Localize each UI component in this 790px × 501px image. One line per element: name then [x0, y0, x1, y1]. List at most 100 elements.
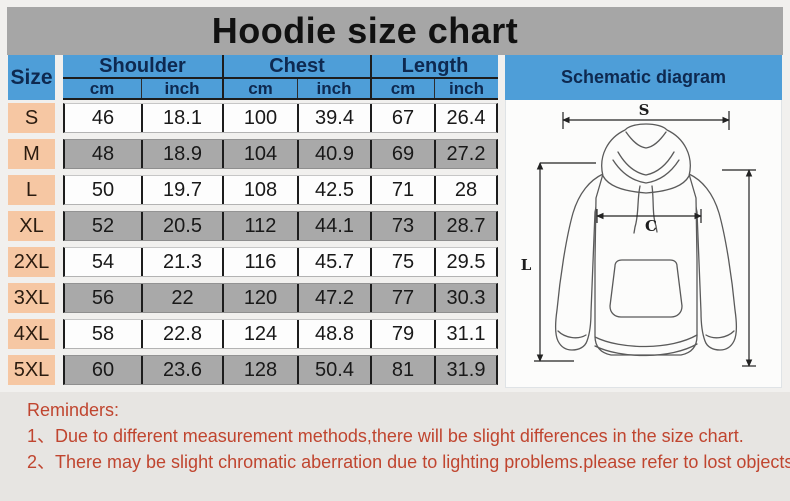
measurement-cell: 47.2 — [297, 284, 370, 312]
measurement-cell: 120 — [222, 284, 297, 312]
measurement-cell: 46 — [91, 107, 115, 129]
row-cells: 60 23.6 128 50.4 81 31.9 — [63, 355, 498, 385]
measurement-cell: 56 — [91, 287, 115, 309]
size-chart-content: Size Shoulder Chest Length cm inch cm in… — [8, 55, 782, 388]
column-gap — [55, 319, 63, 349]
measurement-arrows — [534, 111, 756, 367]
measurement-cell: 23.6 — [141, 356, 222, 384]
column-gap — [55, 103, 63, 133]
table-row: L 50 19.7 108 42.5 71 28 — [8, 175, 498, 205]
measurement-cell: 71 — [370, 176, 434, 204]
measurement-cell: 19.7 — [141, 176, 222, 204]
measurement-cell: 50.4 — [297, 356, 370, 384]
size-column-header: Size — [8, 55, 55, 100]
size-row-label: S — [8, 103, 55, 133]
reminder-item: 1、Due to different measurement methods,t… — [27, 426, 744, 446]
title-band: Hoodie size chart — [7, 7, 783, 55]
table-row: M 48 18.9 104 40.9 69 27.2 — [8, 139, 498, 169]
measurement-headers: Shoulder Chest Length cm inch cm inch cm… — [63, 55, 498, 100]
reminders-heading: Reminders: — [27, 400, 120, 420]
hoodie-schematic-drawing: S C L — [521, 101, 756, 367]
measurement-cell: 104 — [222, 140, 297, 168]
measurement-cell: 31.9 — [434, 356, 496, 384]
unit-shoulder-cm: cm — [63, 79, 141, 98]
measurement-cell: 54 — [91, 251, 115, 273]
measurement-cell: 44.1 — [297, 212, 370, 240]
page-title: Hoodie size chart — [211, 10, 519, 51]
shoulder-arrow-label: S — [639, 101, 650, 119]
measurement-cell: 27.2 — [434, 140, 496, 168]
column-gap — [498, 55, 505, 388]
chest-arrow-label: C — [645, 217, 657, 235]
table-row: 3XL 56 22 120 47.2 77 30.3 — [8, 283, 498, 313]
measurement-cell: 73 — [370, 212, 434, 240]
measurement-cell: 42.5 — [297, 176, 370, 204]
size-row-label: 4XL — [8, 319, 55, 349]
measurement-cell: 21.3 — [141, 248, 222, 276]
measurement-cell: 75 — [370, 248, 434, 276]
table-row: 2XL 54 21.3 116 45.7 75 29.5 — [8, 247, 498, 277]
measurement-cell: 22 — [141, 284, 222, 312]
schematic-body: S C L — [505, 100, 782, 388]
table-row: 5XL 60 23.6 128 50.4 81 31.9 — [8, 355, 498, 385]
measurement-cell: 22.8 — [141, 320, 222, 348]
row-cells: 52 20.5 112 44.1 73 28.7 — [63, 211, 498, 241]
size-table: Size Shoulder Chest Length cm inch cm in… — [8, 55, 498, 388]
size-row-label: 2XL — [8, 247, 55, 277]
measurement-cell: 52 — [91, 215, 115, 237]
header-length: Length — [370, 55, 498, 77]
unit-length-cm: cm — [370, 79, 434, 98]
column-gap — [55, 175, 63, 205]
measurement-cell: 29.5 — [434, 248, 496, 276]
column-gap — [55, 139, 63, 169]
column-gap — [55, 55, 63, 100]
header-chest: Chest — [222, 55, 370, 77]
table-row: S 46 18.1 100 39.4 67 26.4 — [8, 103, 498, 133]
measurement-cell: 31.1 — [434, 320, 496, 348]
measurement-cell: 79 — [370, 320, 434, 348]
row-cells: 58 22.8 124 48.8 79 31.1 — [63, 319, 498, 349]
column-gap — [55, 283, 63, 313]
group-header-row: Shoulder Chest Length — [63, 55, 498, 79]
column-gap — [55, 211, 63, 241]
measurement-cell: 81 — [370, 356, 434, 384]
table-header: Size Shoulder Chest Length cm inch cm in… — [8, 55, 498, 100]
measurement-cell: 58 — [91, 323, 115, 345]
measurement-cell: 18.9 — [141, 140, 222, 168]
measurement-cell: 20.5 — [141, 212, 222, 240]
schematic-header: Schematic diagram — [505, 55, 782, 100]
measurement-cell: 28.7 — [434, 212, 496, 240]
measurement-cell: 67 — [370, 104, 434, 132]
row-cells: 54 21.3 116 45.7 75 29.5 — [63, 247, 498, 277]
measurement-cell: 18.1 — [141, 104, 222, 132]
reminders-block: Reminders: 1、Due to different measuremen… — [27, 397, 790, 475]
measurement-cell: 100 — [222, 104, 297, 132]
measurement-cell: 77 — [370, 284, 434, 312]
unit-header-row: cm inch cm inch cm inch — [63, 79, 498, 98]
measurement-cell: 48 — [91, 143, 115, 165]
row-cells: 48 18.9 104 40.9 69 27.2 — [63, 139, 498, 169]
measurement-cell: 26.4 — [434, 104, 496, 132]
header-shoulder: Shoulder — [63, 55, 222, 77]
size-row-label: 5XL — [8, 355, 55, 385]
measurement-cell: 108 — [222, 176, 297, 204]
unit-chest-inch: inch — [297, 79, 370, 98]
table-row: 4XL 58 22.8 124 48.8 79 31.1 — [8, 319, 498, 349]
row-cells: 50 19.7 108 42.5 71 28 — [63, 175, 498, 205]
size-row-label: 3XL — [8, 283, 55, 313]
measurement-cell: 116 — [222, 248, 297, 276]
reminder-item: 2、There may be slight chromatic aberrati… — [27, 452, 790, 472]
measurement-cell: 112 — [222, 212, 297, 240]
measurement-cell: 69 — [370, 140, 434, 168]
measurement-cell: 48.8 — [297, 320, 370, 348]
size-row-label: XL — [8, 211, 55, 241]
measurement-cell: 40.9 — [297, 140, 370, 168]
row-cells: 46 18.1 100 39.4 67 26.4 — [63, 103, 498, 133]
table-row: XL 52 20.5 112 44.1 73 28.7 — [8, 211, 498, 241]
size-row-label: L — [8, 175, 55, 205]
size-row-label: M — [8, 139, 55, 169]
measurement-cell: 60 — [91, 359, 115, 381]
unit-chest-cm: cm — [222, 79, 297, 98]
unit-length-inch: inch — [434, 79, 498, 98]
measurement-cell: 30.3 — [434, 284, 496, 312]
